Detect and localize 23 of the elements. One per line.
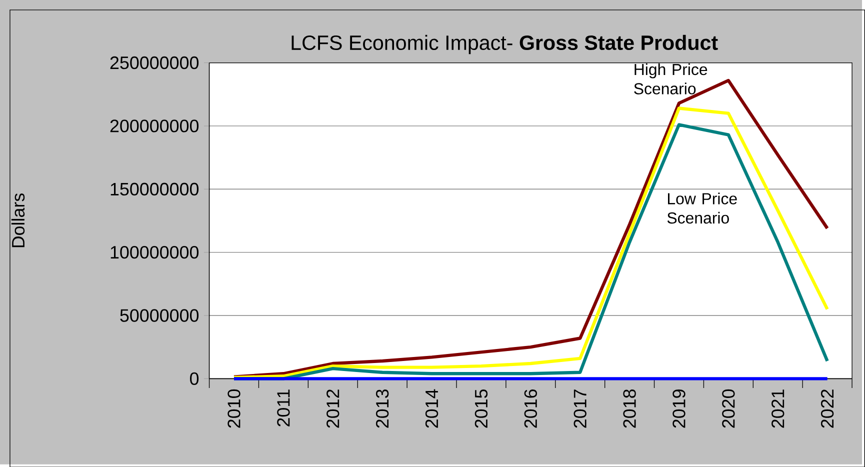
y-tick-label: 200000000 [110, 119, 199, 132]
y-tick-label: 250000000 [110, 56, 199, 69]
y-tick-label: 0 [190, 372, 199, 385]
x-tick-label: 2010 [228, 389, 240, 428]
x-tick-label: 2019 [672, 389, 686, 428]
x-tick-label: 2018 [623, 389, 636, 428]
chart-title: LCFS Economic Impact- Gross State Product [292, 34, 718, 54]
x-tick-label: 2012 [326, 389, 340, 428]
x-tick-label: 2021 [772, 389, 784, 428]
x-tick-label: 2016 [524, 389, 537, 428]
x-tick-label: 2015 [474, 389, 488, 428]
y-tick-label: 50000000 [120, 308, 199, 322]
x-tick-label: 2014 [425, 389, 438, 428]
series-label: High Price Scenario [634, 63, 708, 94]
x-tick-label: 2020 [722, 389, 735, 428]
y-axis-title: Dollars [11, 193, 25, 247]
x-tick-label: 2017 [574, 389, 586, 428]
x-tick-label: 2013 [376, 389, 389, 428]
y-tick-label: 150000000 [110, 182, 199, 196]
x-tick-label: 2011 [277, 389, 290, 426]
x-tick-label: 2022 [820, 389, 834, 428]
series-label: Low Price Scenario [667, 192, 737, 224]
y-tick-label: 100000000 [110, 246, 199, 258]
